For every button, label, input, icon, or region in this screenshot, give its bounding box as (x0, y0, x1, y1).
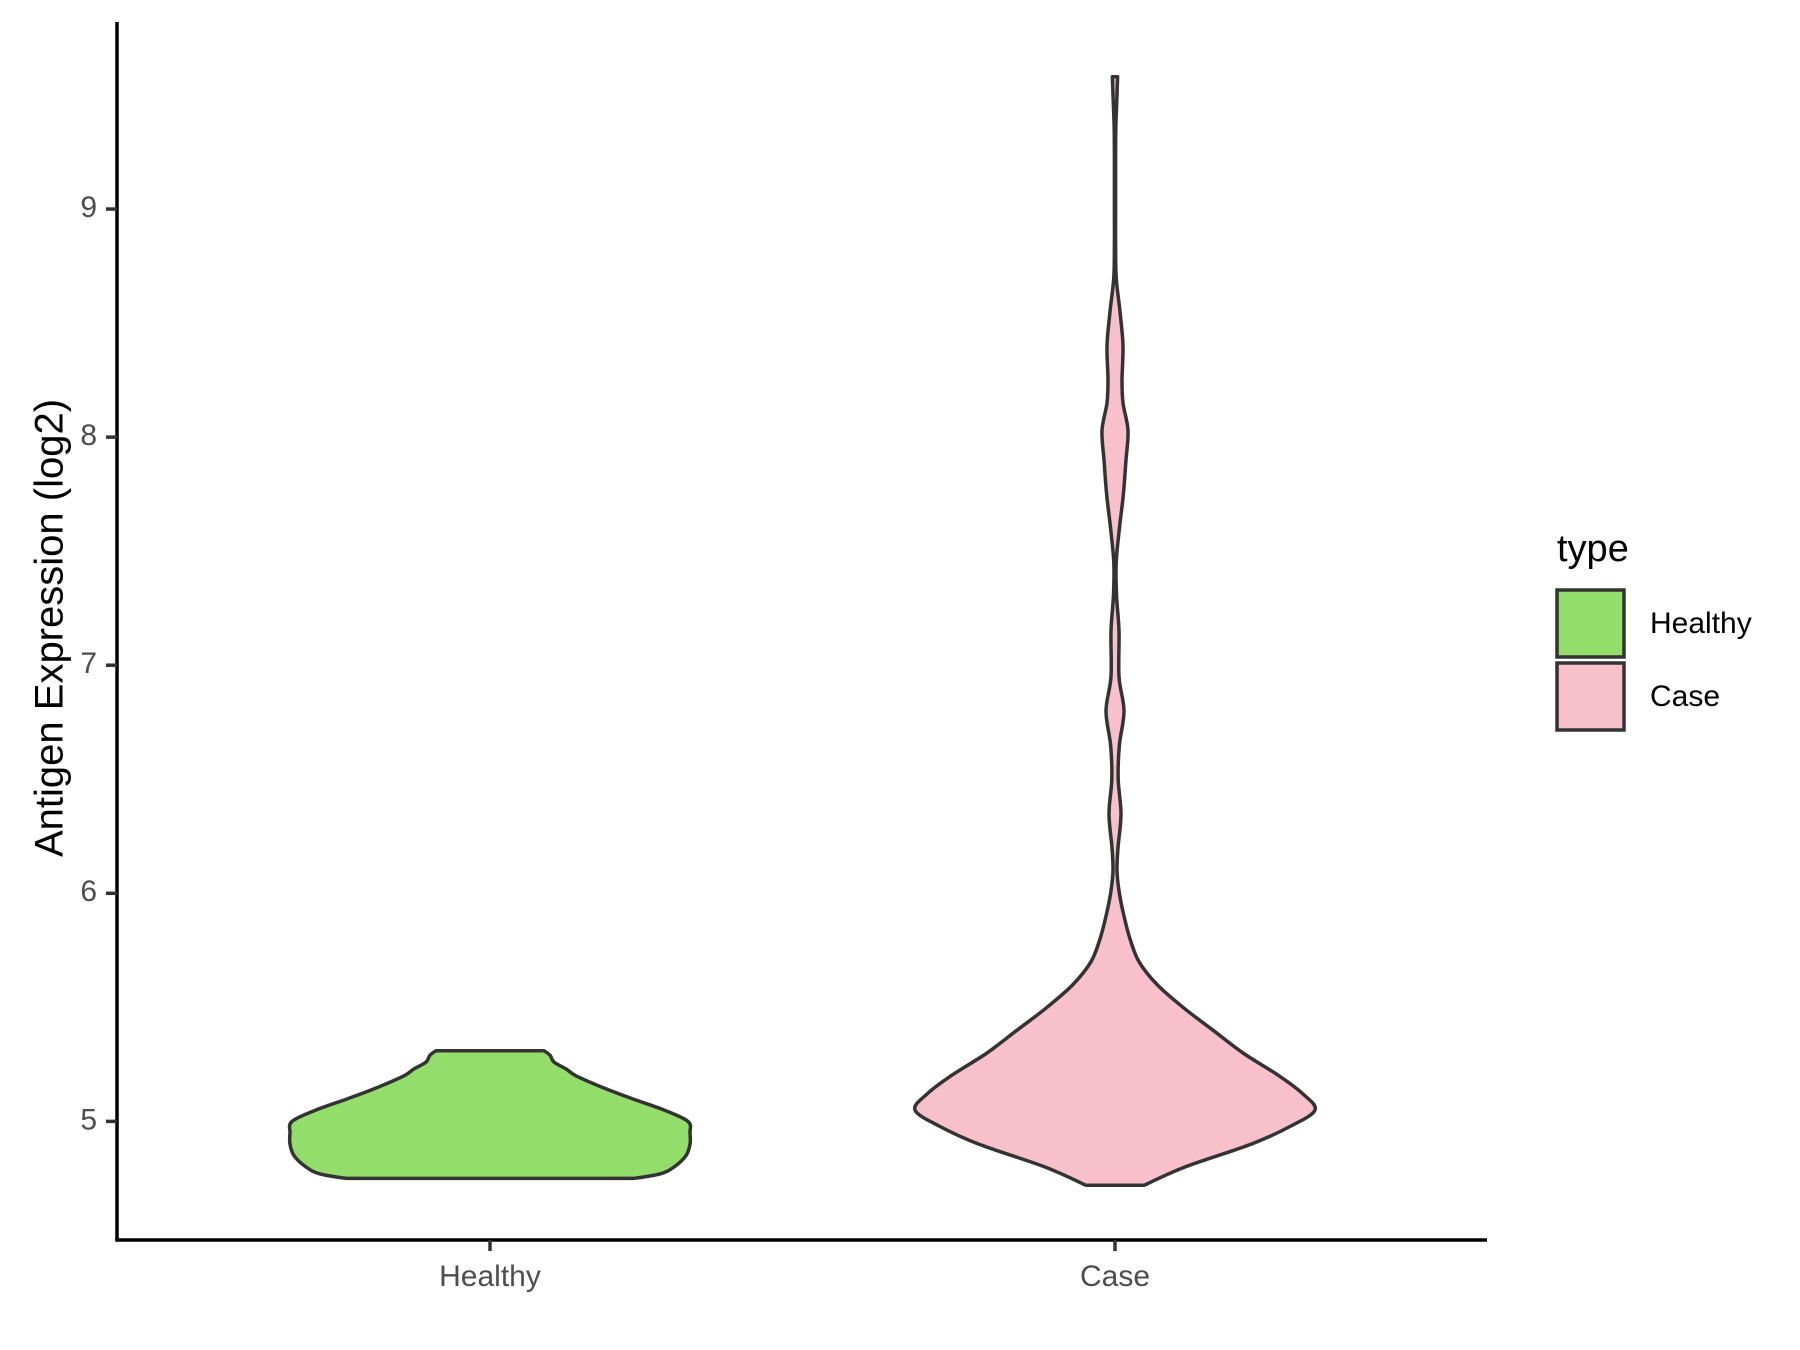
violin-group (287, 74, 1318, 1188)
legend-swatch-healthy (1555, 588, 1626, 659)
y-tick-label: 5 (80, 1103, 97, 1136)
y-axis-ticks: 5 6 7 8 9 (80, 191, 117, 1136)
legend-label-case: Case (1650, 680, 1720, 713)
violin-case (912, 74, 1318, 1188)
legend-swatch-case (1555, 661, 1626, 732)
violin-healthy (287, 1048, 693, 1181)
x-tick-label: Healthy (439, 1260, 541, 1293)
x-axis-ticks: Healthy Case (439, 1240, 1150, 1293)
y-tick-label: 8 (80, 419, 97, 452)
legend-label-healthy: Healthy (1650, 607, 1752, 640)
y-tick-label: 9 (80, 191, 97, 224)
x-tick-label: Case (1080, 1260, 1150, 1293)
legend-title: type (1557, 528, 1629, 570)
y-axis-title: Antigen Expression (log2) (28, 399, 72, 857)
legend-entries: Healthy Case (1555, 588, 1752, 732)
axes: 5 6 7 8 9 Healthy Case (80, 22, 1487, 1293)
y-tick-label: 6 (80, 875, 97, 908)
legend: type Healthy Case (1555, 528, 1752, 732)
y-tick-label: 7 (80, 647, 97, 680)
